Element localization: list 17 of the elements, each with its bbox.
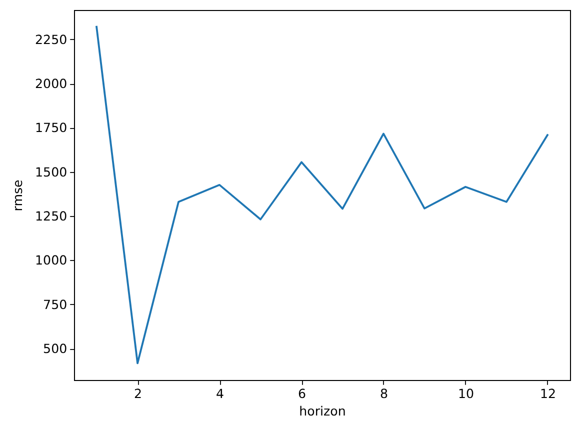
y-tick-label: 1750 (35, 120, 68, 136)
x-tick-label: 4 (216, 386, 224, 401)
x-tick-label: 6 (298, 386, 306, 401)
y-tick-label: 2000 (35, 76, 68, 92)
y-tick-label: 1500 (35, 164, 68, 180)
line-series (96, 26, 548, 364)
y-tick-label: 1250 (35, 208, 68, 224)
y-tick-label: 500 (43, 341, 68, 356)
x-tick-label: 10 (458, 386, 474, 401)
y-tick-label: 2250 (35, 32, 68, 47)
x-tick-label: 2 (134, 386, 142, 401)
x-tick-label: 8 (380, 386, 388, 401)
y-tick-label: 1000 (35, 252, 68, 268)
x-axis-title: horizon (299, 404, 346, 418)
x-tick-label: 12 (540, 386, 556, 401)
y-axis-title: rmse (10, 179, 26, 212)
y-tick-label: 750 (43, 296, 68, 312)
